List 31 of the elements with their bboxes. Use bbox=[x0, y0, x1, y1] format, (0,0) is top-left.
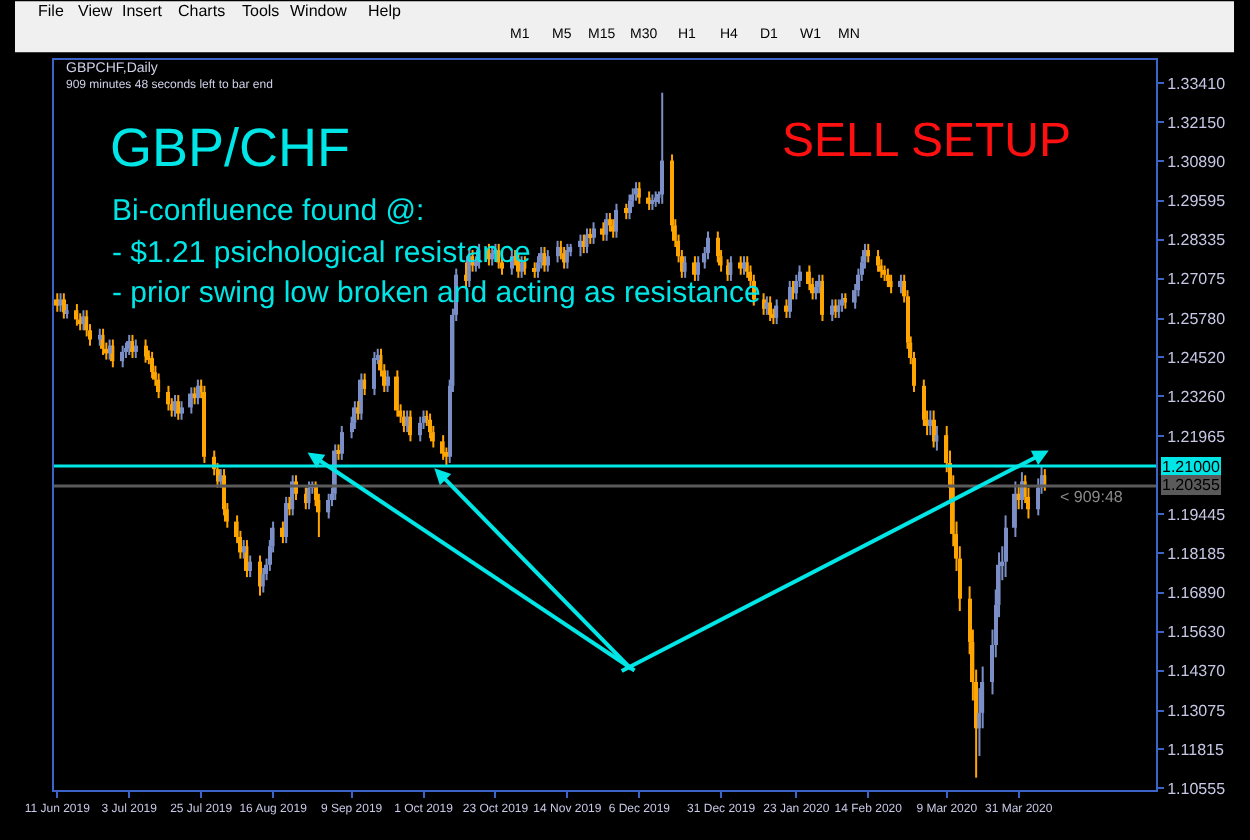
text: Insert bbox=[122, 2, 164, 20]
annotation: SELL SETUP bbox=[782, 114, 1072, 168]
annotation: < 909:48 bbox=[1060, 488, 1124, 506]
y-tick-label: 1.16890 bbox=[1167, 584, 1227, 603]
y-tick-label: 1.30890 bbox=[1167, 152, 1227, 171]
y-tick-label: 1.15630 bbox=[1167, 623, 1227, 642]
ref-line-label: 1.21000 bbox=[1162, 458, 1221, 476]
text: View bbox=[78, 2, 113, 20]
y-tick-label: 1.28335 bbox=[1167, 231, 1227, 250]
y-tick-label: 1.27075 bbox=[1167, 270, 1227, 289]
y-tick-label: 1.14370 bbox=[1167, 662, 1227, 681]
text: Help bbox=[368, 2, 403, 20]
ref-line-label: 1.20355 bbox=[1162, 476, 1221, 494]
y-tick-label: 1.29595 bbox=[1167, 192, 1227, 211]
y-tick-label: 1.18185 bbox=[1167, 544, 1227, 563]
y-tick-label: 1.23260 bbox=[1167, 387, 1227, 406]
text: Charts bbox=[178, 2, 226, 20]
y-tick-label: 1.33410 bbox=[1167, 74, 1227, 93]
annotation: Bi-confluence found @: bbox=[112, 194, 425, 228]
y-tick-label: 1.32150 bbox=[1167, 113, 1227, 132]
y-tick-label: 1.24520 bbox=[1167, 349, 1227, 368]
y-tick-label: 1.19445 bbox=[1167, 505, 1227, 524]
y-tick-label: 1.10555 bbox=[1167, 779, 1227, 798]
annotation: GBP/CHF bbox=[110, 118, 351, 178]
y-tick-label: 1.11815 bbox=[1167, 741, 1225, 760]
text: Tools bbox=[242, 2, 280, 20]
text: File bbox=[38, 2, 65, 20]
y-tick-label: 1.21965 bbox=[1167, 427, 1227, 446]
y-tick-label: 1.13075 bbox=[1167, 702, 1227, 721]
y-tick-label: 1.25780 bbox=[1167, 310, 1227, 329]
text: Window bbox=[290, 2, 348, 20]
